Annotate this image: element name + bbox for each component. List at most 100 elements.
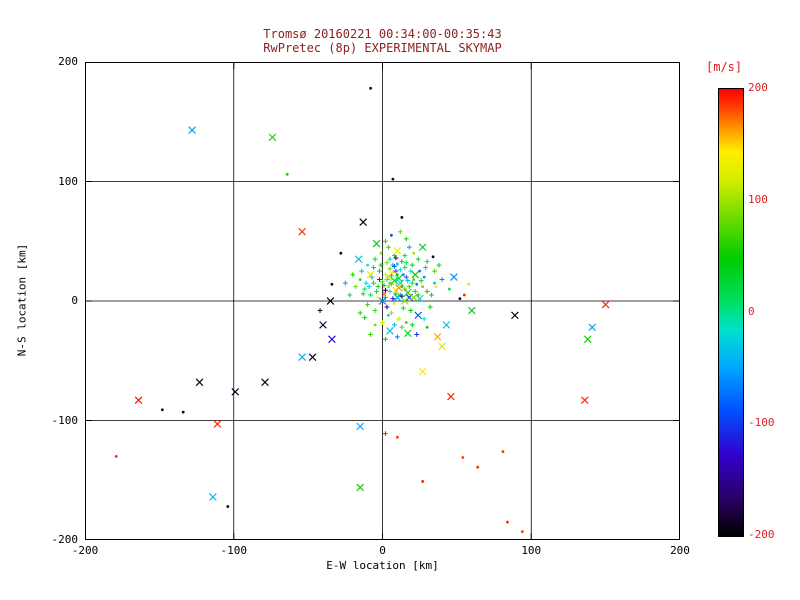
data-point (381, 291, 387, 297)
data-point (432, 268, 437, 274)
data-point (392, 322, 397, 328)
data-point (400, 297, 409, 305)
data-point (448, 287, 451, 291)
data-point (393, 268, 399, 274)
data-point (408, 308, 414, 313)
data-point (383, 238, 388, 244)
data-point (308, 353, 317, 361)
data-point (393, 293, 402, 302)
data-point (511, 311, 519, 320)
data-point (387, 280, 393, 286)
data-point (354, 255, 363, 263)
data-point (226, 505, 230, 508)
data-point (412, 278, 416, 281)
data-point (386, 327, 394, 335)
x-tick-label: 200 (670, 544, 690, 557)
data-point (317, 308, 323, 313)
data-point (366, 270, 375, 279)
data-point (356, 422, 365, 431)
chart-title: Tromsø 20160221 00:34:00-00:35:43 (263, 27, 502, 41)
data-point (403, 260, 409, 266)
plot-area (85, 62, 680, 540)
data-point (350, 272, 356, 278)
data-point (384, 273, 393, 281)
data-point (409, 280, 415, 286)
data-point (366, 284, 372, 290)
data-point (375, 284, 381, 290)
data-point (409, 262, 415, 268)
data-point (390, 296, 396, 302)
data-point (114, 454, 118, 458)
data-point (447, 392, 455, 401)
data-point (387, 289, 393, 294)
data-point (601, 300, 610, 309)
y-tick-label: 200 (58, 55, 78, 68)
data-point (396, 279, 405, 287)
data-point (424, 259, 430, 264)
data-point (372, 239, 381, 248)
data-point (357, 310, 363, 316)
data-point (298, 227, 306, 236)
data-point (403, 288, 412, 297)
x-tick-label: -100 (220, 544, 248, 557)
plot-border (85, 62, 680, 540)
data-point (390, 269, 396, 275)
x-axis-label: E-W location [km] (326, 559, 439, 572)
data-point (395, 284, 403, 292)
data-point (433, 281, 436, 285)
data-point (436, 262, 442, 268)
data-point (373, 323, 377, 327)
data-point (372, 256, 378, 262)
data-point (418, 278, 424, 284)
data-point (400, 215, 404, 219)
data-point (380, 320, 385, 325)
colorbar-tick-label: -200 (748, 528, 775, 541)
data-point (439, 277, 445, 282)
data-point (375, 295, 381, 300)
colorbar-tick-label: -100 (748, 416, 775, 430)
data-point (268, 133, 277, 142)
data-point (580, 396, 589, 405)
data-point (188, 126, 196, 134)
y-tick-label: -100 (51, 413, 79, 427)
data-point (359, 268, 365, 274)
data-point (372, 308, 378, 313)
y-axis-label: N-S location [km] (15, 243, 29, 357)
data-point (397, 267, 403, 273)
data-point (397, 229, 403, 235)
data-point (353, 284, 359, 290)
colorbar-unit-label: [m/s] (706, 60, 743, 74)
data-point (160, 408, 164, 412)
data-point (403, 274, 409, 280)
data-point (412, 289, 418, 294)
data-point (213, 420, 222, 428)
data-point (330, 282, 334, 286)
data-point (359, 218, 367, 226)
x-tick-label: 0 (379, 544, 386, 557)
data-point (389, 310, 394, 316)
data-point (399, 259, 405, 264)
data-point (395, 435, 399, 439)
data-point (402, 253, 408, 258)
data-point (328, 335, 336, 344)
data-point (438, 342, 446, 351)
data-point (362, 286, 368, 292)
data-point (412, 251, 416, 255)
data-point (583, 335, 592, 344)
data-point (339, 251, 343, 255)
data-point (405, 278, 411, 284)
data-point (402, 265, 408, 270)
data-point (347, 292, 353, 298)
colorbar-tick-label: 0 (748, 304, 755, 318)
data-point (378, 262, 384, 268)
data-point (414, 311, 423, 320)
data-point (383, 336, 388, 342)
data-point (418, 367, 427, 376)
x-tick-label: -200 (71, 544, 99, 557)
data-point (396, 316, 402, 322)
data-point (399, 324, 405, 330)
data-point (501, 450, 505, 453)
data-point (377, 277, 382, 282)
data-point (393, 301, 396, 305)
data-point (411, 270, 420, 279)
